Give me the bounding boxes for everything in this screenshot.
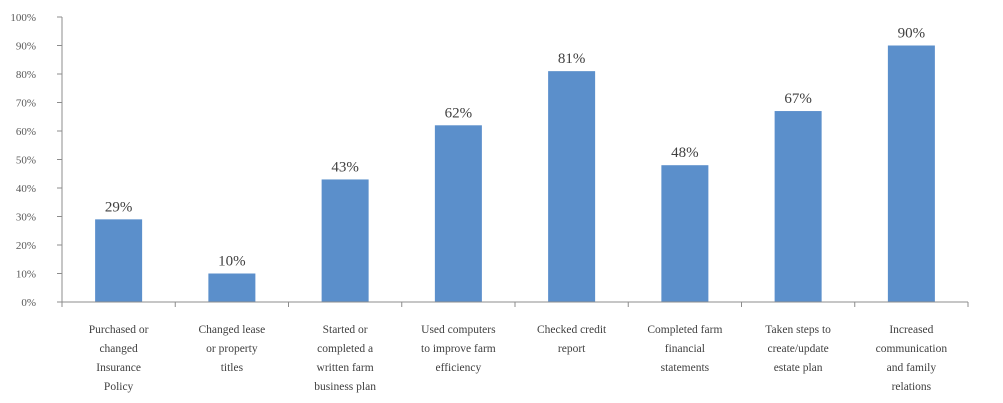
bar	[95, 219, 143, 302]
y-tick-label: 90%	[16, 41, 36, 53]
bars	[95, 45, 935, 303]
category-label: Changed lease or property titles	[199, 324, 266, 374]
bar	[321, 179, 369, 302]
y-tick-label: 40%	[16, 183, 36, 195]
data-label: 29%	[105, 199, 133, 215]
data-label: 81%	[558, 51, 586, 67]
data-label: 62%	[445, 105, 473, 121]
y-tick-label: 60%	[16, 126, 36, 138]
y-tick-label: 20%	[16, 240, 36, 252]
bar	[661, 165, 709, 302]
y-tick-label: 10%	[16, 269, 36, 281]
category-label: Used computers to improve farm efficiency	[421, 324, 496, 374]
data-label: 10%	[218, 254, 246, 270]
bar	[208, 273, 256, 302]
category-label: Purchased or changed Insurance Policy	[89, 324, 149, 393]
category-labels: Purchased or changed Insurance Policy Change…	[89, 324, 948, 393]
category-label: Completed farm financial statements	[647, 324, 722, 374]
y-tick-label: 70%	[16, 98, 36, 110]
bar	[548, 71, 596, 303]
bar	[434, 125, 482, 302]
category-label: Taken steps to create/update estate plan	[765, 324, 831, 374]
data-label: 67%	[784, 91, 812, 107]
data-label: 90%	[898, 26, 926, 42]
y-tick-label: 30%	[16, 212, 36, 224]
bar	[887, 45, 935, 302]
x-axis	[61, 301, 969, 307]
category-label: Increased communication and family relation…	[876, 324, 948, 393]
y-tick-label: 100%	[10, 12, 36, 24]
data-label: 43%	[331, 159, 359, 175]
bar	[774, 111, 822, 302]
category-label: Started or completed a written farm busines…	[314, 324, 376, 393]
category-label: Checked credit report	[537, 324, 607, 355]
y-tick-label: 50%	[16, 155, 36, 167]
y-axis: 0% 10% 20% 30% 40% 50% 60% 70% 80% 90% 100%	[10, 12, 63, 309]
y-tick-label: 0%	[21, 297, 36, 309]
data-labels: 29% 10% 43% 62% 81% 48% 67% 90%	[105, 26, 925, 270]
y-tick-label: 80%	[16, 69, 36, 81]
data-label: 48%	[671, 145, 699, 161]
